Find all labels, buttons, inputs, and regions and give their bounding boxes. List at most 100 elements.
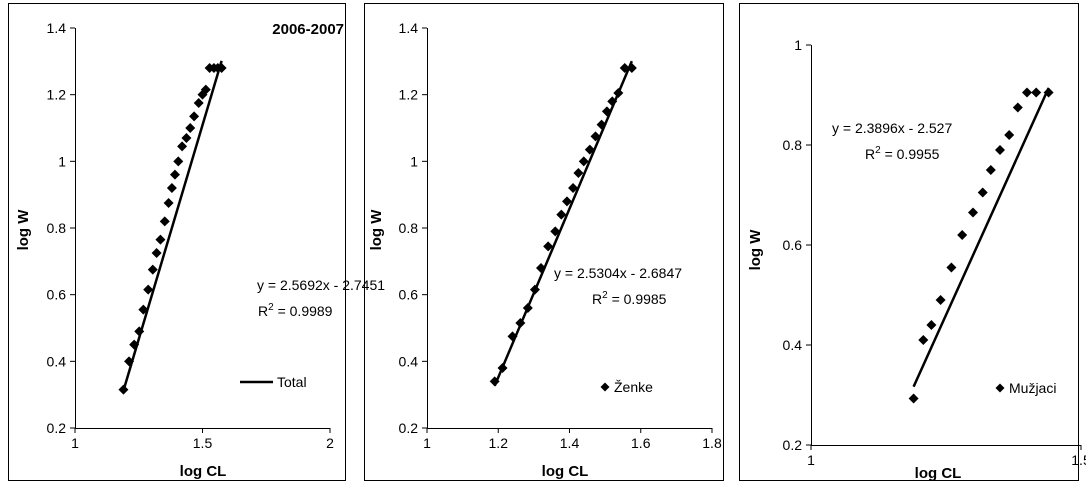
legend-marker-swatch: [600, 382, 610, 392]
y-tick-label: 0.4: [783, 337, 803, 353]
data-point: [543, 241, 554, 252]
data-point: [507, 331, 518, 342]
data-point: [957, 230, 968, 240]
y-tick-label: 1.2: [47, 87, 67, 103]
data-point: [584, 144, 595, 155]
data-point: [935, 295, 946, 305]
data-point: [596, 119, 607, 130]
y-tick-label: 1.4: [47, 20, 67, 36]
r-squared-symbol: R: [592, 291, 602, 307]
data-point: [601, 106, 612, 117]
data-point: [216, 63, 227, 73]
data-point: [1031, 87, 1042, 98]
r-squared-symbol: R: [258, 303, 268, 319]
x-tick-label: 2: [326, 435, 334, 451]
x-tick-label: 1.6: [631, 435, 651, 451]
x-axis-label: log CL: [180, 463, 227, 480]
data-point: [590, 131, 601, 142]
r-squared-value: = 0.9989: [274, 303, 333, 319]
chart-panel-total: 0.2 0.4 0.6 0.8 1 1.2 1.4 1 1.5 2 log CL log W 2006-…: [0, 0, 385, 483]
data-point: [1022, 87, 1032, 98]
r-squared-superscript: 2: [875, 145, 881, 156]
chart-frame: [364, 3, 724, 481]
data-point: [515, 318, 526, 328]
data-point: [143, 284, 154, 295]
data-point: [985, 165, 996, 175]
data-point: [163, 198, 174, 208]
data-point: [200, 84, 211, 95]
data-point: [177, 141, 188, 152]
data-point: [489, 376, 500, 387]
data-point: [185, 123, 196, 133]
x-axis-label: log CL: [542, 463, 589, 480]
chart-svg: 0.2 0.4 0.6 0.8 1 1 1.5 log CL log W y = 2.3896x …: [739, 3, 1086, 482]
r-squared-value: = 0.9985: [608, 291, 667, 307]
x-tick-label: 1.2: [489, 435, 509, 451]
data-point: [124, 356, 135, 367]
trendline: [493, 60, 633, 387]
data-point: [173, 156, 184, 167]
y-tick-label: 0.4: [47, 353, 67, 369]
r-squared-label: R2 = 0.9985: [592, 290, 667, 307]
x-tick-label: 1: [71, 435, 79, 451]
r-squared-superscript: 2: [268, 302, 274, 313]
trend-equation: y = 2.3896x - 2.527: [832, 120, 952, 136]
data-point: [1004, 130, 1015, 140]
data-point: [607, 96, 618, 107]
data-point: [562, 196, 573, 207]
chart-panel-muzjaci: 0.2 0.4 0.6 0.8 1 1 1.5 log CL log W y = 2.3896x …: [731, 0, 1086, 483]
y-tick-label: 0.6: [47, 287, 67, 303]
data-point: [536, 263, 546, 273]
y-tick-label: 1.2: [399, 87, 419, 103]
trendline: [912, 87, 1050, 388]
trend-equation: y = 2.5304x - 2.6847: [554, 265, 682, 281]
y-tick-label: 1: [794, 37, 802, 53]
x-tick-label: 1.4: [560, 435, 580, 451]
chart-svg: 0.2 0.4 0.6 0.8 1 1.2 1.4 1 1.5 2 log CL log W 2006-…: [8, 3, 385, 481]
data-point: [995, 145, 1005, 155]
data-point: [155, 234, 166, 245]
data-point: [159, 216, 170, 227]
x-tick-label: 1.5: [1071, 452, 1086, 468]
chart-svg: 0.2 0.4 0.6 0.8 1 1.2 1.4 1 1.2 1.4 1.6 1.8 log CL lo…: [364, 3, 724, 481]
data-point: [568, 183, 579, 193]
data-point: [1043, 87, 1054, 98]
chart-panel-zenke: 0.2 0.4 0.6 0.8 1 1.2 1.4 1 1.2 1.4 1.6 1.8 log CL lo…: [357, 0, 731, 483]
data-point: [573, 168, 584, 178]
data-point: [908, 393, 919, 404]
y-tick-label: 0.2: [399, 420, 419, 436]
data-point: [946, 262, 957, 273]
y-tick-label: 1: [58, 153, 66, 169]
data-point: [1012, 102, 1023, 113]
x-axis-label: log CL: [915, 465, 962, 482]
data-point: [497, 363, 508, 373]
data-point: [189, 111, 200, 122]
r-squared-symbol: R: [865, 146, 875, 162]
data-point: [169, 169, 180, 180]
data-point: [529, 284, 540, 295]
y-tick-label: 0.4: [399, 353, 419, 369]
data-point: [626, 63, 637, 73]
data-point: [550, 226, 561, 237]
legend-marker-swatch: [995, 383, 1005, 393]
data-point: [181, 133, 192, 143]
data-point: [522, 303, 533, 313]
legend-label: Total: [277, 374, 307, 390]
y-tick-label: 0.8: [783, 137, 803, 153]
y-tick-label: 0.8: [399, 220, 419, 236]
r-squared-superscript: 2: [602, 290, 608, 301]
y-axis-label: log W: [368, 209, 385, 251]
x-tick-label: 1: [807, 452, 815, 468]
legend-label: Ženke: [614, 379, 653, 395]
r-squared-label: R2 = 0.9955: [865, 145, 940, 162]
x-tick-label: 1: [423, 435, 431, 451]
y-axis-label: log W: [15, 209, 32, 251]
data-point: [977, 187, 988, 198]
y-tick-label: 0.2: [783, 437, 803, 453]
data-point: [151, 248, 162, 258]
y-tick-label: 0.6: [399, 287, 419, 303]
data-point: [147, 264, 158, 275]
trend-equation: y = 2.5692x - 2.7451: [257, 277, 385, 293]
chart-title: 2006-2007: [272, 21, 344, 38]
y-axis-label: log W: [747, 229, 764, 271]
